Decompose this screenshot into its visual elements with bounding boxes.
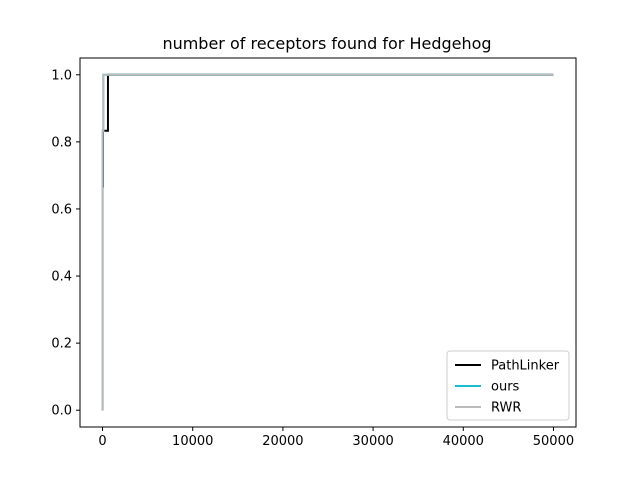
legend-label-ours: ours xyxy=(491,380,520,395)
y-tick-label: 1.0 xyxy=(51,68,72,83)
legend: PathLinker ours RWR xyxy=(446,350,570,421)
x-tick-label: 20000 xyxy=(262,434,303,449)
axes-frame xyxy=(79,57,577,428)
series-line-rwr xyxy=(101,73,554,411)
chart-title: number of receptors found for Hedgehog xyxy=(162,34,491,53)
x-tick-label: 50000 xyxy=(533,434,574,449)
y-tick-label: 0.8 xyxy=(51,135,72,150)
y-tick-label: 0.6 xyxy=(51,202,72,217)
x-tick-label: 0 xyxy=(98,434,106,449)
plot-area xyxy=(101,73,554,411)
x-tick-label: 30000 xyxy=(352,434,393,449)
y-tick-label: 0.2 xyxy=(51,337,72,352)
y-tick-label: 0.4 xyxy=(51,270,72,285)
x-tick-label: 40000 xyxy=(443,434,484,449)
legend-box xyxy=(446,350,570,421)
axis-ticks: 0 10000 20000 30000 40000 50000 0.0 0.2 0.4 0.6 0.… xyxy=(51,68,574,449)
legend-label-pathlinker: PathLinker xyxy=(491,359,560,374)
x-tick-label: 10000 xyxy=(172,434,213,449)
legend-label-rwr: RWR xyxy=(491,401,521,416)
y-tick-label: 0.0 xyxy=(51,404,72,419)
